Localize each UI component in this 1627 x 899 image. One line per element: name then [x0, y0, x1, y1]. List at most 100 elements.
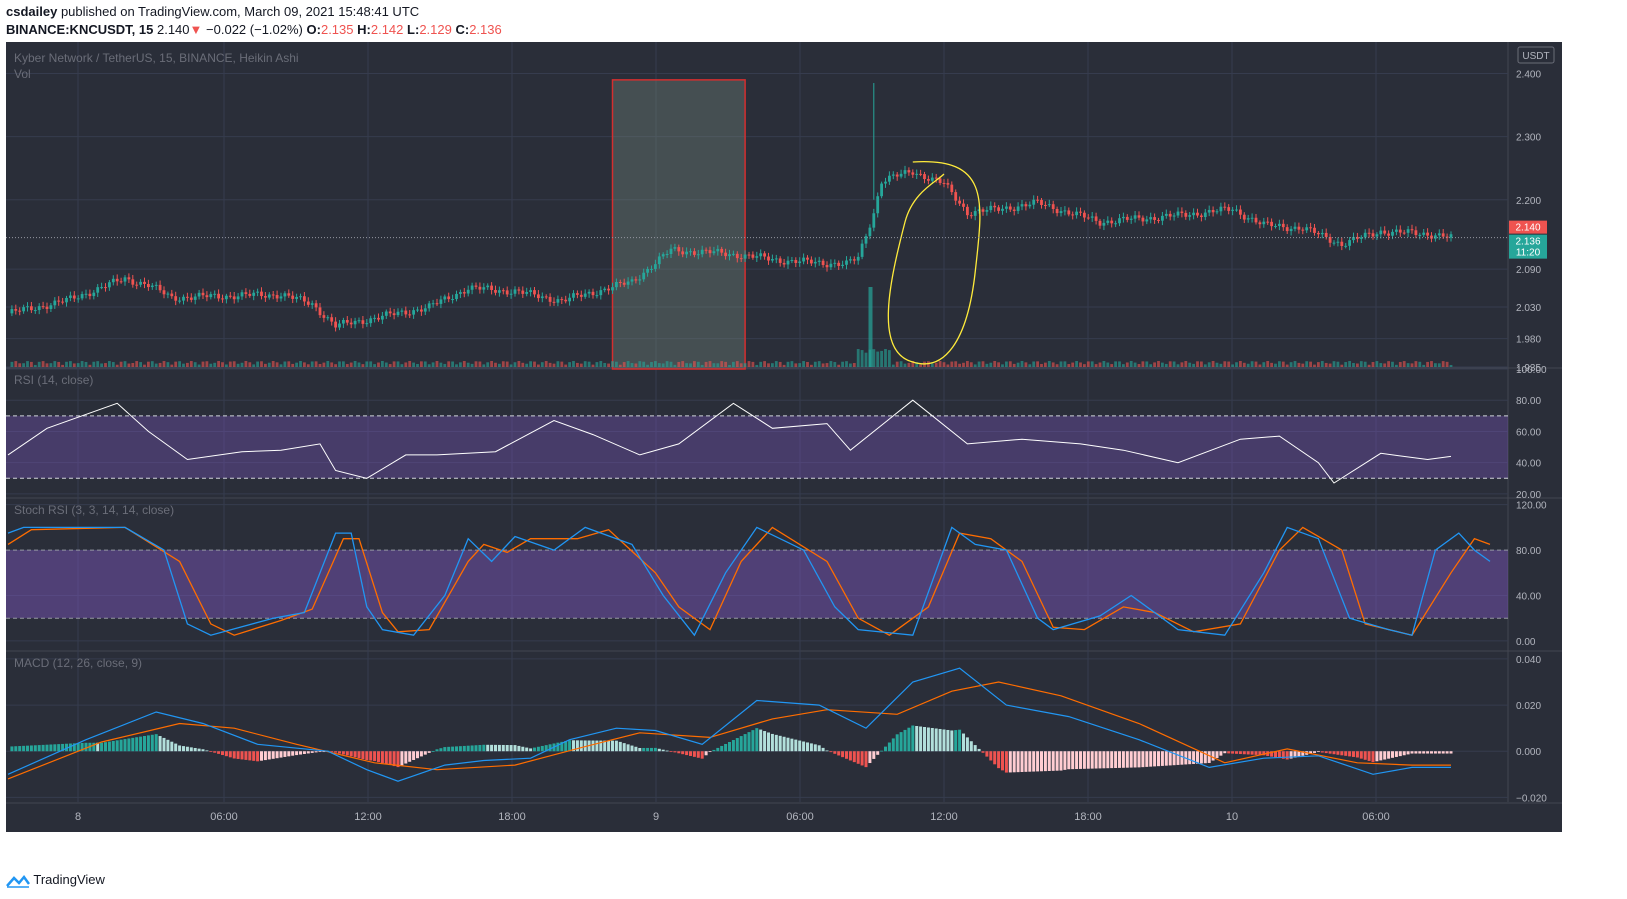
volume-bar — [650, 362, 653, 367]
candle-body — [26, 306, 29, 308]
macd-histogram-bar — [864, 751, 868, 768]
macd-histogram-bar — [657, 748, 661, 752]
volume-bar — [1402, 361, 1406, 367]
macd-histogram-bar — [497, 744, 501, 752]
volume-bar — [123, 361, 127, 367]
candle-body — [884, 181, 887, 184]
volume-bar — [860, 350, 864, 367]
candle-body — [860, 243, 864, 257]
macd-histogram-bar — [1114, 751, 1118, 768]
macd-histogram-bar — [1235, 751, 1238, 754]
volume-bar — [1305, 361, 1309, 367]
candle-body — [1008, 206, 1012, 210]
candle-body — [782, 262, 786, 265]
stoch-title: Stoch RSI (3, 3, 14, 14, close) — [14, 503, 174, 517]
price-pane[interactable]: Kyber Network / TetherUS, 15, BINANCE, H… — [6, 51, 1508, 370]
volume-bar — [498, 363, 501, 367]
candle-body — [1297, 226, 1301, 230]
candle-body — [127, 277, 131, 280]
volume-bar — [1098, 362, 1102, 367]
candle-body — [361, 320, 365, 324]
candle-body — [1328, 236, 1332, 243]
candle-body — [119, 281, 123, 283]
volume-bar — [973, 364, 977, 367]
macd-histogram-bar — [1231, 751, 1235, 754]
macd-histogram-bar — [1410, 751, 1414, 754]
macd-histogram-bar — [1012, 751, 1016, 773]
volume-bar — [1200, 361, 1203, 367]
macd-pane[interactable]: MACD (12, 26, close, 9) — [7, 656, 1453, 782]
macd-histogram-bar — [669, 751, 673, 753]
macd-histogram-bar — [544, 745, 548, 752]
macd-histogram-bar — [634, 746, 638, 752]
macd-histogram-bar — [1414, 751, 1418, 754]
candle-body — [260, 291, 263, 297]
volume-bar — [501, 361, 505, 367]
candle-body — [470, 285, 474, 290]
volume-bar — [306, 364, 310, 367]
macd-histogram-bar — [1363, 751, 1367, 760]
volume-bar — [427, 364, 431, 367]
candle-body — [930, 177, 934, 181]
volume-bar — [1336, 361, 1340, 367]
macd-histogram-bar — [248, 751, 252, 761]
candle-body — [1086, 217, 1090, 219]
volume-bar — [1313, 364, 1316, 367]
stoch-rsi-pane[interactable]: Stoch RSI (3, 3, 14, 14, close) — [6, 503, 1508, 637]
volume-bar — [716, 363, 720, 367]
macd-line — [7, 667, 1451, 782]
volume-bar — [80, 361, 84, 367]
macd-histogram-bar — [80, 742, 84, 752]
volume-bar — [1328, 363, 1332, 367]
candle-body — [891, 174, 895, 176]
macd-histogram-bar — [993, 751, 997, 765]
macd-histogram-bar — [392, 751, 396, 767]
macd-histogram-bar — [474, 745, 478, 752]
candle-body — [977, 209, 981, 212]
volume-bar — [759, 361, 763, 367]
price-tick-label: 2.400 — [1516, 70, 1541, 81]
volume-bar — [486, 362, 490, 367]
volume-bar — [560, 361, 564, 367]
candle-body — [517, 289, 521, 291]
macd-histogram-bar — [919, 726, 923, 752]
candle-body — [123, 277, 127, 282]
volume-bar — [1262, 362, 1266, 367]
candle-body — [716, 248, 720, 252]
macd-histogram-bar — [404, 751, 408, 764]
macd-histogram-bar — [1110, 751, 1114, 769]
volume-bar — [587, 361, 591, 367]
candle-body — [685, 251, 688, 255]
candle-body — [392, 313, 396, 316]
candle-body — [1044, 204, 1047, 206]
volume-bar — [755, 364, 759, 367]
macd-histogram-bar — [408, 751, 412, 762]
candle-body — [1445, 236, 1449, 238]
volume-bar — [817, 361, 821, 367]
candle-body — [1309, 227, 1312, 229]
macd-histogram-bar — [1118, 751, 1121, 768]
volume-bar — [330, 362, 334, 367]
price-tick-label: 2.200 — [1516, 196, 1541, 207]
macd-histogram-bar — [1141, 751, 1145, 768]
macd-histogram-bar — [689, 751, 692, 756]
trading-chart[interactable]: Kyber Network / TetherUS, 15, BINANCE, H… — [6, 42, 1562, 832]
volume-bar — [1075, 361, 1078, 367]
volume-bar — [154, 363, 158, 367]
x-tick-label: 12:00 — [354, 811, 382, 823]
candle-body — [817, 260, 821, 262]
candle-body — [1098, 220, 1102, 226]
candle-body — [728, 254, 731, 257]
macd-histogram-bar — [1164, 751, 1168, 766]
macd-tick-label: 0.020 — [1516, 701, 1541, 712]
candle-body — [1176, 211, 1180, 216]
volume-bar — [1324, 362, 1328, 367]
rsi-pane[interactable]: RSI (14, close) — [6, 373, 1508, 484]
macd-histogram-bar — [548, 744, 552, 752]
volume-bar — [412, 362, 415, 367]
volume-bar — [252, 364, 256, 367]
stoch-k-line — [7, 526, 1491, 637]
macd-histogram-bar — [318, 751, 322, 753]
volume-bar — [915, 362, 919, 367]
candle-body — [299, 296, 302, 298]
